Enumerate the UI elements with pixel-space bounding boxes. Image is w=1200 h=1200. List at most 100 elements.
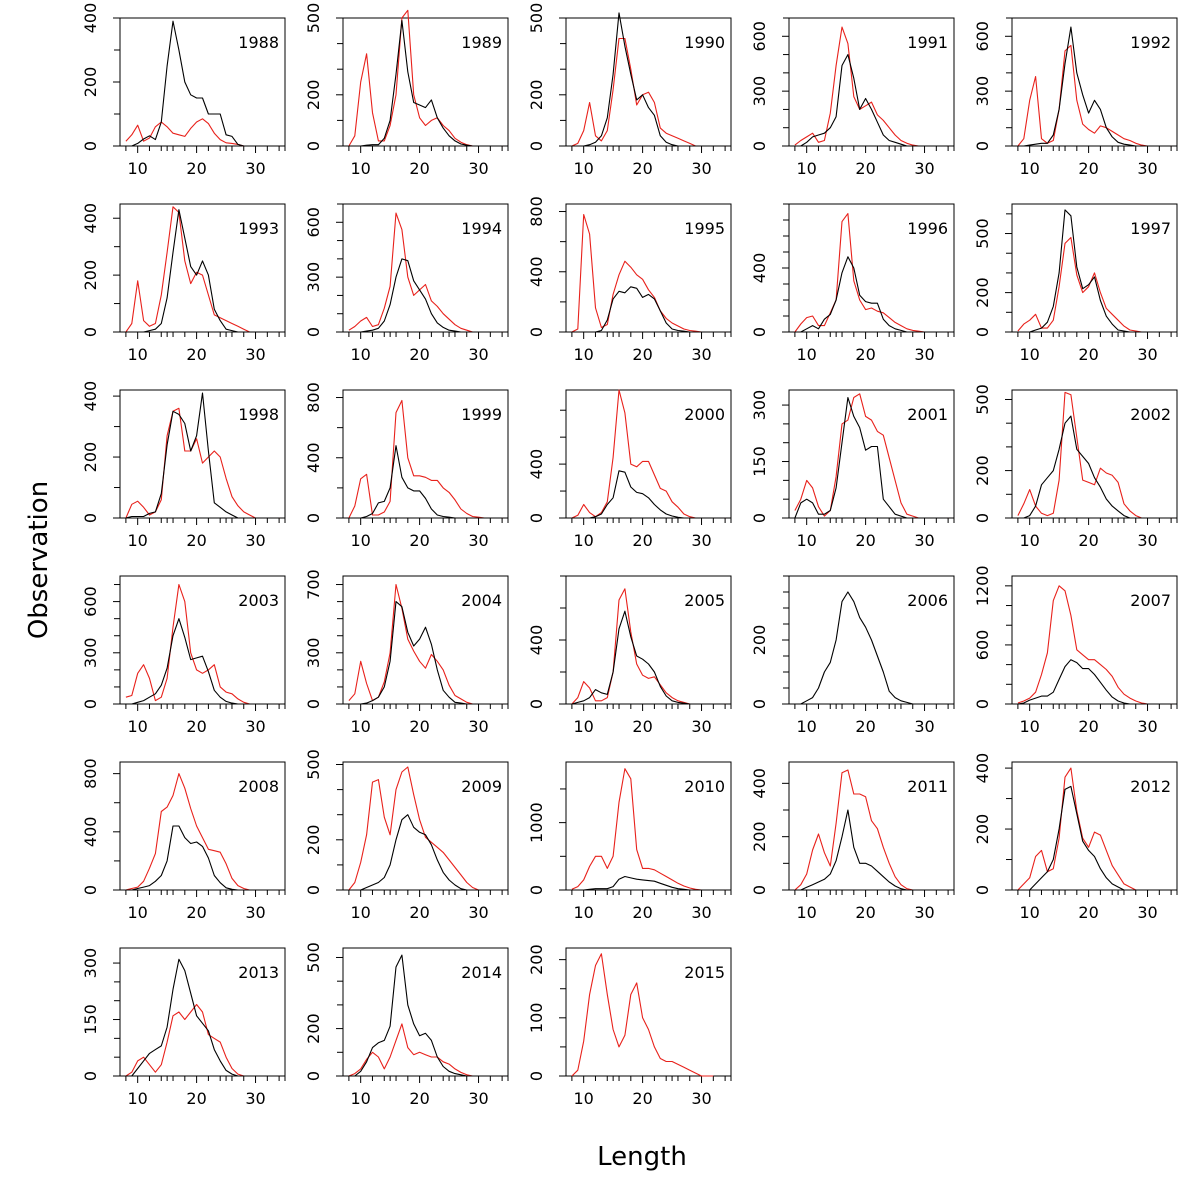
x-axis-title: Length — [597, 1142, 687, 1172]
panel-2000: 10 20 30 0 400 2000 — [527, 389, 732, 550]
y-tick-label: 400 — [81, 817, 100, 848]
panel-frame — [342, 389, 509, 519]
series-line-red — [125, 407, 280, 519]
x-tick-label: 20 — [409, 717, 429, 736]
x-tick-label: 30 — [914, 717, 934, 736]
y-tick-label: 0 — [81, 141, 100, 151]
y-tick-label: 0 — [973, 327, 992, 337]
x-tick-label: 20 — [409, 531, 429, 550]
x-tick-label: 20 — [632, 903, 652, 922]
x-tick-label: 10 — [573, 717, 593, 736]
x-tick-label: 20 — [1078, 531, 1098, 550]
x-tick-label: 30 — [245, 345, 265, 364]
x-tick-label: 10 — [350, 159, 370, 178]
panel-1988: 10 20 30 0 200 400 1988 — [81, 3, 286, 178]
panel-year-label: 1991 — [907, 33, 948, 52]
x-tick-label: 10 — [350, 531, 370, 550]
x-tick-label: 10 — [573, 531, 593, 550]
panel-year-label: 1992 — [1130, 33, 1171, 52]
x-tick-label: 10 — [1019, 717, 1039, 736]
x-tick-label: 30 — [245, 159, 265, 178]
y-tick-label: 600 — [973, 630, 992, 661]
panel-frame — [119, 575, 286, 705]
x-tick-label: 20 — [1078, 159, 1098, 178]
panel-frame — [342, 17, 509, 147]
y-tick-label: 800 — [304, 382, 323, 413]
x-tick-label: 30 — [691, 159, 711, 178]
x-tick-label: 30 — [245, 1089, 265, 1108]
panel-2002: 10 20 30 0 200 500 2002 — [973, 384, 1178, 550]
x-tick-label: 10 — [1019, 345, 1039, 364]
y-tick-label: 1000 — [527, 802, 546, 843]
x-tick-label: 20 — [409, 1089, 429, 1108]
y-tick-label: 150 — [750, 446, 769, 477]
panel-2010: 10 20 30 0 1000 2010 — [527, 761, 732, 922]
x-tick-label: 20 — [855, 717, 875, 736]
series-line-black — [794, 256, 949, 333]
panel-frame — [342, 203, 509, 333]
panel-year-label: 1988 — [238, 33, 279, 52]
panel-year-label: 2011 — [907, 777, 948, 796]
series-line-red — [571, 37, 726, 147]
y-tick-label: 0 — [304, 885, 323, 895]
x-tick-label: 20 — [186, 159, 206, 178]
panel-1997: 10 20 30 0 200 500 1997 — [973, 203, 1178, 364]
x-tick-label: 10 — [127, 345, 147, 364]
x-tick-label: 30 — [245, 903, 265, 922]
y-tick-label: 500 — [304, 3, 323, 34]
x-tick-label: 30 — [245, 717, 265, 736]
series-line-black — [571, 470, 726, 519]
y-tick-label: 0 — [304, 513, 323, 523]
x-tick-label: 30 — [914, 903, 934, 922]
y-tick-label: 0 — [973, 699, 992, 709]
series-line-black — [125, 392, 280, 519]
y-tick-label: 200 — [304, 825, 323, 856]
panel-year-label: 1993 — [238, 219, 279, 238]
series-line-black — [348, 445, 503, 519]
panel-frame — [119, 761, 286, 891]
x-tick-label: 30 — [468, 531, 488, 550]
panel-frame — [565, 203, 732, 333]
y-tick-label: 0 — [750, 885, 769, 895]
panel-year-label: 2001 — [907, 405, 948, 424]
x-tick-label: 20 — [186, 531, 206, 550]
series-line-black — [794, 591, 949, 705]
y-tick-label: 600 — [304, 207, 323, 238]
x-tick-label: 30 — [1137, 531, 1157, 550]
series-line-red — [1017, 44, 1172, 147]
series-line-black — [571, 875, 726, 891]
panel-year-label: 2014 — [461, 963, 502, 982]
y-tick-label: 0 — [81, 513, 100, 523]
panel-2005: 10 20 30 0 400 2005 — [527, 575, 732, 736]
panel-year-label: 1994 — [461, 219, 502, 238]
y-tick-label: 500 — [304, 749, 323, 780]
panel-year-label: 2015 — [684, 963, 725, 982]
panel-frame — [1011, 389, 1178, 519]
x-tick-label: 30 — [1137, 345, 1157, 364]
panel-2006: 10 20 30 0 200 2006 — [750, 575, 955, 736]
y-tick-label: 200 — [81, 67, 100, 98]
y-tick-label: 0 — [527, 327, 546, 337]
x-tick-label: 20 — [632, 159, 652, 178]
x-tick-label: 20 — [1078, 717, 1098, 736]
y-tick-label: 600 — [750, 21, 769, 52]
x-tick-label: 10 — [796, 159, 816, 178]
y-tick-label: 200 — [750, 821, 769, 852]
panel-frame — [342, 575, 509, 705]
x-tick-label: 30 — [1137, 159, 1157, 178]
y-tick-label: 200 — [81, 442, 100, 473]
x-tick-label: 20 — [632, 1089, 652, 1108]
y-tick-label: 400 — [750, 768, 769, 799]
series-line-red — [125, 118, 280, 147]
series-line-black — [348, 258, 503, 333]
panel-frame — [119, 947, 286, 1077]
panel-year-label: 2012 — [1130, 777, 1171, 796]
x-tick-label: 10 — [127, 1089, 147, 1108]
panel-1993: 10 20 30 0 200 400 1993 — [81, 203, 286, 364]
y-tick-label: 0 — [973, 885, 992, 895]
panel-year-label: 1997 — [1130, 219, 1171, 238]
